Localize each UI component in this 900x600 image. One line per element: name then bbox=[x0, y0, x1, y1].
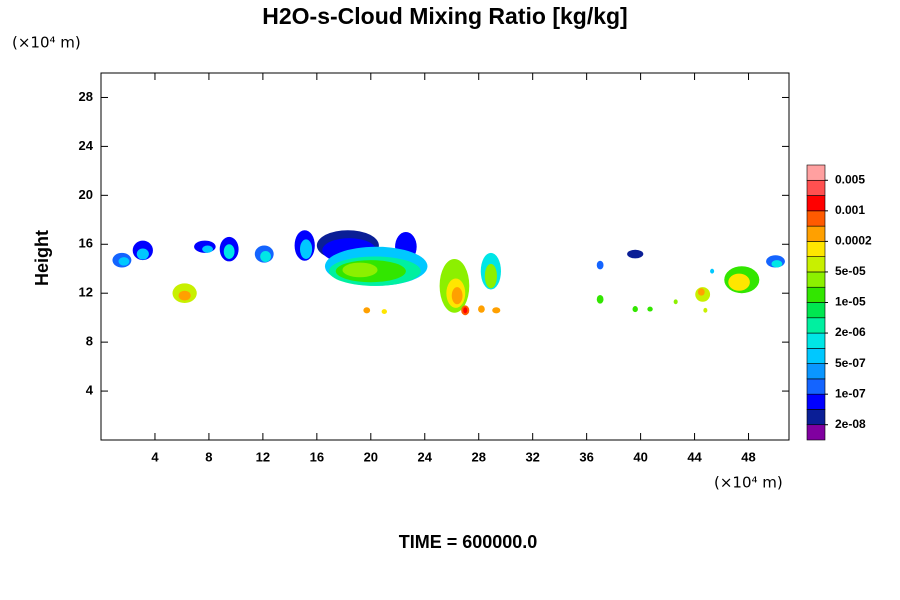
y-tick-label: 20 bbox=[79, 187, 93, 202]
cloud-patch bbox=[728, 273, 750, 291]
colorbar-label: 1e-05 bbox=[835, 295, 866, 309]
colorbar-box bbox=[806, 210, 826, 227]
cloud-patch bbox=[484, 263, 497, 289]
x-tick-label: 44 bbox=[687, 449, 702, 464]
x-tick-label: 48 bbox=[741, 449, 755, 464]
cloud-patch bbox=[492, 307, 501, 314]
x-unit: (×10⁴ m) bbox=[714, 474, 783, 492]
cloud-patch bbox=[363, 307, 371, 314]
x-tick-label: 36 bbox=[579, 449, 593, 464]
cloud-patch bbox=[202, 245, 213, 253]
y-tick-label: 8 bbox=[86, 334, 93, 349]
x-tick-label: 28 bbox=[471, 449, 485, 464]
cloud-patch bbox=[381, 309, 387, 314]
colorbar-box bbox=[806, 378, 826, 395]
colorbar-label: 0.0002 bbox=[835, 234, 872, 248]
colorbar-label: 5e-07 bbox=[835, 356, 866, 370]
x-tick-label: 24 bbox=[418, 449, 433, 464]
colorbar-label: 2e-06 bbox=[835, 325, 866, 339]
colorbar-label: 0.005 bbox=[835, 172, 865, 186]
colorbar-box bbox=[806, 393, 826, 410]
colorbar-box bbox=[806, 195, 826, 212]
x-tick-label: 20 bbox=[364, 449, 378, 464]
cloud-patch bbox=[627, 249, 644, 259]
cloud-patch bbox=[136, 248, 149, 260]
cloud-patch bbox=[697, 288, 705, 296]
colorbar-box bbox=[806, 271, 826, 288]
colorbar-box bbox=[806, 241, 826, 257]
footer: TIME = 600000.0 bbox=[399, 532, 538, 552]
cloud-patch bbox=[178, 290, 191, 301]
colorbar-box bbox=[806, 332, 826, 349]
colorbar-box bbox=[806, 409, 826, 426]
x-tick-label: 32 bbox=[525, 449, 539, 464]
colorbar-box bbox=[806, 179, 826, 196]
colorbar-box bbox=[806, 225, 826, 242]
cloud-patch bbox=[223, 244, 235, 259]
cloud-patch bbox=[632, 306, 638, 313]
colorbar-box bbox=[806, 302, 826, 319]
colorbar-box bbox=[806, 164, 826, 181]
colorbar-label: 0.001 bbox=[835, 203, 865, 217]
colorbar-label: 1e-07 bbox=[835, 386, 866, 400]
y-tick-label: 12 bbox=[79, 285, 93, 300]
colorbar-label: 5e-05 bbox=[835, 264, 866, 278]
cloud-patch bbox=[342, 262, 378, 278]
colorbar-box bbox=[806, 348, 826, 364]
y-tick-label: 16 bbox=[79, 236, 93, 251]
plot-frame bbox=[100, 72, 790, 441]
colorbar-box bbox=[806, 317, 826, 334]
chart-title: H2O-s-Cloud Mixing Ratio [kg/kg] bbox=[262, 3, 627, 29]
x-tick-label: 4 bbox=[151, 449, 159, 464]
cloud-patch bbox=[647, 306, 653, 312]
y-tick-label: 4 bbox=[86, 383, 94, 398]
cloud-patch bbox=[596, 260, 604, 270]
x-tick-label: 16 bbox=[310, 449, 324, 464]
y-tick-label: 24 bbox=[79, 138, 94, 153]
colorbar-label: 2e-08 bbox=[835, 417, 866, 431]
cloud-patch bbox=[451, 287, 463, 305]
y-tick-label: 28 bbox=[79, 89, 93, 104]
cloud-patch bbox=[118, 257, 130, 266]
cloud-patch bbox=[703, 307, 708, 313]
cloud-patch bbox=[771, 260, 783, 268]
y-unit: (×10⁴ m) bbox=[12, 34, 81, 52]
cloud-patch bbox=[260, 250, 271, 263]
x-tick-label: 12 bbox=[256, 449, 270, 464]
colorbar-box bbox=[806, 256, 826, 273]
y-axis-label: Height bbox=[32, 230, 52, 286]
cloud-patch bbox=[478, 305, 485, 313]
colorbar-box bbox=[806, 286, 826, 303]
x-tick-label: 8 bbox=[205, 449, 212, 464]
cloud-patch bbox=[596, 295, 604, 304]
x-tick-label: 40 bbox=[633, 449, 647, 464]
cloud-patch bbox=[299, 239, 313, 259]
cloud-patch bbox=[710, 268, 715, 274]
colorbar-box bbox=[806, 424, 826, 441]
cloud-patch bbox=[673, 299, 678, 305]
colorbar-box bbox=[806, 363, 826, 380]
cloud-patch bbox=[463, 307, 468, 314]
